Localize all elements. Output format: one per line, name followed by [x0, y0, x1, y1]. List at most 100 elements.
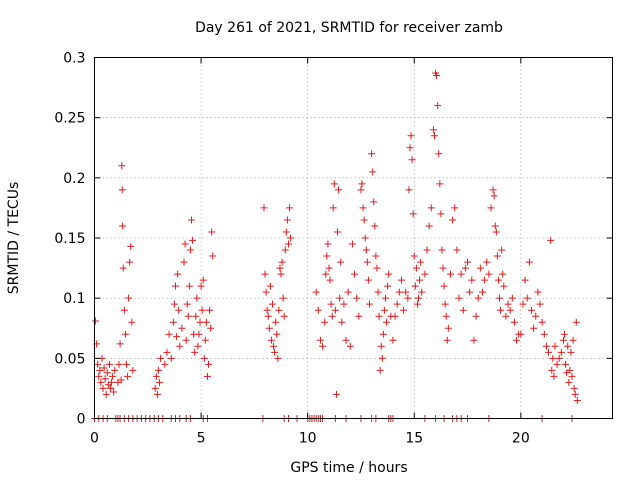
- data-point: [101, 375, 109, 383]
- data-point: [344, 288, 352, 296]
- data-point: [564, 342, 572, 350]
- data-point: [118, 186, 126, 194]
- x-tick-label: 15: [405, 431, 423, 447]
- data-point: [557, 348, 565, 356]
- data-point: [407, 132, 415, 140]
- data-point: [451, 204, 459, 212]
- data-point: [194, 342, 202, 350]
- data-point: [316, 336, 324, 344]
- data-point: [569, 336, 577, 344]
- y-tick-label: 0.25: [54, 111, 85, 127]
- data-point: [494, 276, 502, 284]
- data-point: [322, 270, 330, 278]
- data-point: [154, 366, 162, 374]
- data-point: [277, 270, 285, 278]
- data-point: [195, 330, 203, 338]
- data-point: [267, 336, 275, 344]
- data-point: [337, 258, 345, 266]
- y-tick-label: 0.15: [54, 231, 85, 247]
- data-point: [548, 366, 556, 374]
- data-point: [273, 330, 281, 338]
- data-point: [489, 186, 497, 194]
- data-point: [272, 318, 280, 326]
- data-point: [173, 333, 181, 341]
- data-point: [331, 306, 339, 314]
- data-point: [384, 282, 392, 290]
- data-point: [129, 366, 137, 374]
- data-point: [200, 354, 208, 362]
- data-point: [358, 180, 366, 188]
- data-point: [359, 204, 367, 212]
- data-point: [391, 312, 399, 320]
- data-point: [357, 186, 365, 194]
- data-points: [91, 69, 581, 422]
- data-point: [198, 306, 206, 314]
- data-point: [417, 258, 425, 266]
- data-point: [203, 372, 211, 380]
- data-point: [279, 294, 287, 302]
- data-point: [434, 102, 442, 110]
- data-point: [191, 348, 199, 356]
- data-point: [110, 388, 118, 396]
- data-point: [111, 366, 119, 374]
- data-point: [506, 306, 514, 314]
- data-point: [120, 306, 128, 314]
- data-point: [534, 288, 542, 296]
- data-point: [395, 288, 403, 296]
- data-point: [346, 342, 354, 350]
- data-point: [151, 384, 159, 392]
- data-point: [124, 372, 132, 380]
- data-point: [268, 300, 276, 308]
- data-point: [497, 306, 505, 314]
- data-point: [536, 300, 544, 308]
- data-point: [431, 132, 439, 140]
- data-point: [329, 204, 337, 212]
- data-point: [161, 360, 169, 368]
- data-point: [125, 294, 133, 302]
- axis-ticks: [94, 57, 613, 419]
- data-point: [404, 294, 412, 302]
- data-point: [336, 294, 344, 302]
- data-point: [408, 156, 416, 164]
- data-point: [405, 186, 413, 194]
- data-point: [157, 354, 165, 362]
- data-point: [327, 300, 335, 308]
- data-point: [440, 282, 448, 290]
- data-point: [103, 369, 111, 377]
- y-tick-label: 0.1: [63, 291, 85, 307]
- data-point: [271, 348, 279, 356]
- data-point: [389, 336, 397, 344]
- data-point: [265, 324, 273, 332]
- data-point: [513, 336, 521, 344]
- data-point: [565, 378, 573, 386]
- data-point: [182, 336, 190, 344]
- data-point: [340, 300, 348, 308]
- x-axis-tick-labels: 0 5 10 15 20: [90, 431, 530, 447]
- data-point: [566, 366, 574, 374]
- data-point: [374, 288, 382, 296]
- data-point: [275, 306, 283, 314]
- data-point: [381, 294, 389, 302]
- data-point: [270, 342, 278, 350]
- data-point: [400, 306, 408, 314]
- data-point: [261, 270, 269, 278]
- data-point: [206, 306, 214, 314]
- data-point: [170, 300, 178, 308]
- data-point: [478, 288, 486, 296]
- data-point: [286, 204, 294, 212]
- data-point: [547, 236, 555, 244]
- data-point: [412, 264, 420, 272]
- data-point: [393, 300, 401, 308]
- data-point: [504, 300, 512, 308]
- data-point: [464, 258, 472, 266]
- data-point: [570, 384, 578, 392]
- data-point: [551, 342, 559, 350]
- data-point: [175, 306, 183, 314]
- data-point: [368, 150, 376, 158]
- data-point: [568, 372, 576, 380]
- data-point: [209, 252, 217, 260]
- data-point: [176, 342, 184, 350]
- data-point: [435, 150, 443, 158]
- data-point: [186, 246, 194, 254]
- data-point: [377, 342, 385, 350]
